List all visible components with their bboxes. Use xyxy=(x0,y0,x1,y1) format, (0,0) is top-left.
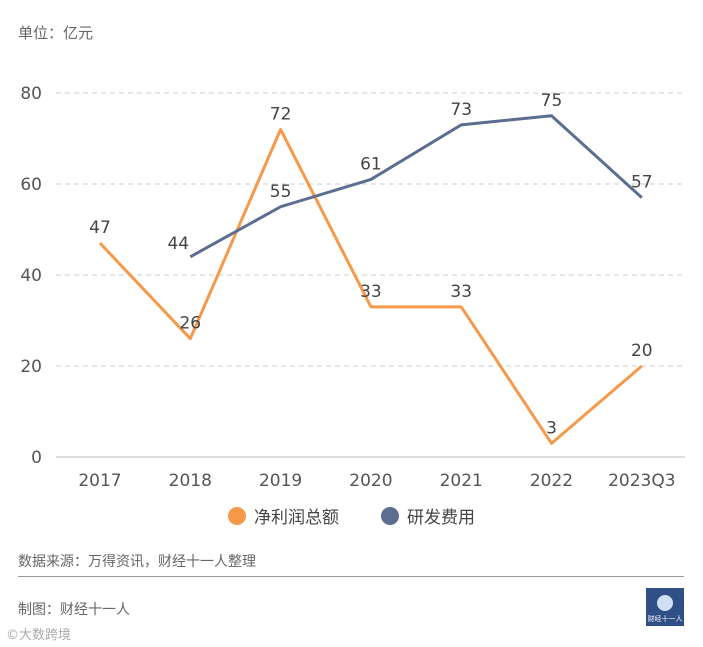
y-tick-label: 60 xyxy=(20,175,42,195)
watermark: ©大数跨境 xyxy=(6,628,72,643)
line-chart: 0 20 40 60 80 2017 2018 2019 2020 2021 2022 2023Q3 4… xyxy=(20,84,685,491)
x-tick-label: 2023Q3 xyxy=(608,471,675,491)
y-tick-label: 40 xyxy=(20,266,42,286)
legend-dot-net-profit xyxy=(228,506,246,525)
rd-expense-line xyxy=(189,114,643,259)
rd-expense-data-label: 57 xyxy=(631,173,653,193)
legend-label-net-profit: 净利润总额 xyxy=(254,508,339,528)
rd-expense-data-label: 73 xyxy=(450,100,472,120)
net-profit-data-label: 33 xyxy=(450,282,472,302)
legend-label-rd: 研发费用 xyxy=(407,508,475,528)
y-tick-label: 20 xyxy=(20,357,42,377)
rd-expense-data-label: 44 xyxy=(167,234,189,254)
rd-expense-data-label: 55 xyxy=(270,182,292,202)
legend-dot-rd xyxy=(381,506,399,525)
divider xyxy=(18,576,684,577)
rd-expense-data-label: 75 xyxy=(541,91,563,111)
net-profit-data-label: 33 xyxy=(360,282,382,302)
publisher-logo: 财经十一人 xyxy=(646,588,684,626)
y-tick-label: 0 xyxy=(31,448,42,468)
net-profit-line xyxy=(98,127,643,445)
legend-item-rd: 研发费用 xyxy=(381,503,475,528)
logo-label: 财经十一人 xyxy=(647,615,683,623)
x-tick-label: 2020 xyxy=(349,471,392,491)
net-profit-data-label: 20 xyxy=(631,341,653,361)
net-profit-data-label: 47 xyxy=(89,218,111,238)
unit-label: 单位：亿元 xyxy=(18,24,94,42)
legend: 净利润总额 研发费用 xyxy=(0,503,703,528)
net-profit-data-label: 3 xyxy=(546,418,557,438)
x-tick-label: 2022 xyxy=(530,471,573,491)
net-profit-data-label: 72 xyxy=(270,104,292,124)
credit-note: 制图：财经十一人 xyxy=(18,602,130,618)
x-tick-label: 2021 xyxy=(440,471,483,491)
net-profit-data-label: 26 xyxy=(179,314,201,334)
x-tick-label: 2018 xyxy=(169,471,212,491)
x-tick-label: 2017 xyxy=(78,471,121,491)
globe-icon xyxy=(657,595,673,611)
y-tick-label: 80 xyxy=(20,84,42,104)
legend-item-net-profit: 净利润总额 xyxy=(228,503,339,528)
source-note: 数据来源：万得资讯，财经十一人整理 xyxy=(18,554,256,570)
x-tick-label: 2019 xyxy=(259,471,302,491)
rd-expense-data-label: 61 xyxy=(360,154,382,174)
